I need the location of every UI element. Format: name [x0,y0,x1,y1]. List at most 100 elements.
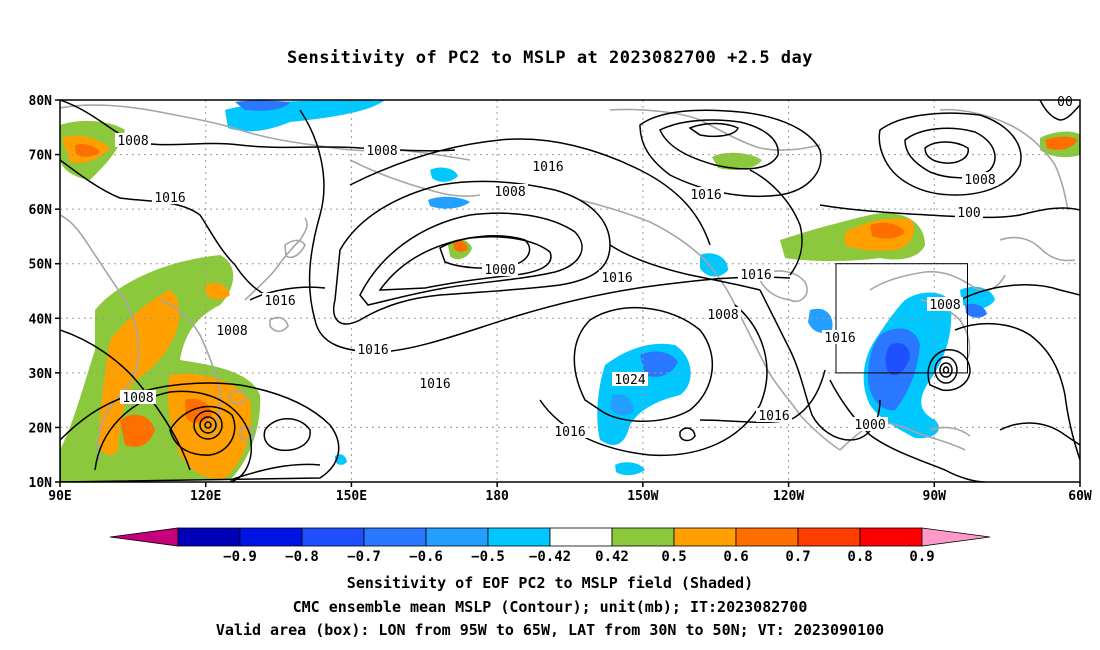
colorbar-swatch [611,527,675,547]
colorbar [109,527,991,547]
lon-tick-label: 120E [190,489,221,504]
lon-tick-label: 90W [923,489,947,504]
contour-label-bg [152,190,188,204]
map-title: Sensitivity of PC2 to MSLP at 2023082700… [286,48,813,68]
contour-label-bg [1055,94,1075,108]
colorbar-label: −0.9 [223,549,257,565]
contour-label: 00 [1057,95,1073,110]
contour-label-bg [120,390,156,404]
contour-label-bg [688,187,724,201]
contour-label: 1000 [484,263,515,278]
contour-label: 1016 [758,409,789,424]
colorbar-swatch [797,527,861,547]
colorbar-labels: −0.9 −0.8 −0.7 −0.6 −0.5 −0.42 0.42 0.5 0.6 0.7 0.… [223,549,935,565]
footer-line-1: Sensitivity of EOF PC2 to MSLP field (Sh… [346,574,754,592]
contour-label-bg [705,307,741,321]
contour-label-bg [927,297,963,311]
colorbar-swatch [177,527,241,547]
contour-label-bg [492,184,528,198]
contour-label: 1008 [122,391,153,406]
colorbar-swatch [859,527,923,547]
contour-label-bg [214,323,250,337]
contour-label-bg [417,376,453,390]
lon-tick-label: 60W [1068,489,1092,504]
contour-label-bg [738,267,774,281]
colorbar-min-arrow [109,527,179,547]
contour-label: 1008 [216,324,247,339]
colorbar-swatch [487,527,551,547]
contour-label-bg [962,172,998,186]
contour-label-bg [552,424,588,438]
lon-tick-label: 150E [336,489,367,504]
colorbar-swatch [673,527,737,547]
contour-label-bg [530,159,566,173]
colorbar-swatch [363,527,427,547]
contour-label-bg [822,330,858,344]
colorbar-swatch [301,527,365,547]
colorbar-label: −0.8 [285,549,319,565]
footer-line-2: CMC ensemble mean MSLP (Contour); unit(m… [292,598,808,616]
colorbar-label: −0.7 [347,549,381,565]
map-frame [59,99,1081,483]
lat-tick-label: 70N [29,149,53,164]
contour-label-bg [955,205,983,219]
colorbar-label: 0.8 [847,549,872,565]
latitude-axis: 10N 20N 30N 40N 50N 60N 70N 80N [29,94,60,491]
colorbar-swatch [425,527,489,547]
lat-tick-label: 50N [29,258,53,273]
contour-label: 1016 [357,343,388,358]
contour-label: 1008 [117,134,148,149]
colorbar-label: −0.5 [471,549,505,565]
colorbar-label: −0.6 [409,549,443,565]
contour-label: 1016 [264,294,295,309]
lon-tick-label: 120W [773,489,804,504]
contour-label: 1008 [929,298,960,313]
colorbar-label: 0.5 [661,549,686,565]
colorbar-label: 0.9 [909,549,934,565]
lat-tick-label: 20N [29,421,53,436]
contour-label: 1016 [532,160,563,175]
contour-label-bg [482,262,518,276]
contour-label: 1016 [419,377,450,392]
contour-label: 1024 [614,373,645,388]
colorbar-label: 0.6 [723,549,748,565]
lon-tick-label: 90E [48,489,71,504]
lat-tick-label: 80N [29,94,53,109]
contour-label: 1016 [690,188,721,203]
contour-label-bg [262,293,298,307]
contour-labels: 1008 1008 1016 1008 1016 1008 1008 1000 1016 1016… [115,94,1075,440]
colorbar-swatch [239,527,303,547]
lat-tick-label: 10N [29,476,53,491]
contour-label: 1016 [601,271,632,286]
colorbar-swatch [549,527,613,547]
colorbar-label: 0.42 [595,549,629,565]
mslp-contours [60,100,1080,482]
contour-label-bg [115,133,151,147]
colorbar-label: −0.42 [529,549,571,565]
contour-label: 1008 [707,308,738,323]
contour-label-bg [364,143,400,157]
contour-label: 1008 [964,173,995,188]
longitude-axis: 90E 120E 150E 180 150W 120W 90W 60W [48,482,1092,504]
contour-label-bg [355,342,391,356]
contour-label-bg [612,372,648,386]
colorbar-swatch [735,527,799,547]
colorbar-label: 0.7 [785,549,810,565]
contour-label: 1016 [740,268,771,283]
lat-tick-label: 40N [29,312,53,327]
lon-tick-label: 180 [485,489,509,504]
footer-line-3: Valid area (box): LON from 95W to 65W, L… [215,621,885,639]
lon-tick-label: 150W [627,489,658,504]
contour-label: 1016 [554,425,585,440]
lat-tick-label: 60N [29,203,53,218]
lat-tick-label: 30N [29,367,53,382]
contour-label: 1016 [824,331,855,346]
contour-label-bg [756,408,792,422]
valid-area-box [835,263,968,374]
coastlines [60,104,1076,461]
contour-label-bg [852,417,888,431]
colorbar-max-arrow [921,527,991,547]
contour-label: 1008 [494,185,525,200]
contour-label: 1016 [154,191,185,206]
